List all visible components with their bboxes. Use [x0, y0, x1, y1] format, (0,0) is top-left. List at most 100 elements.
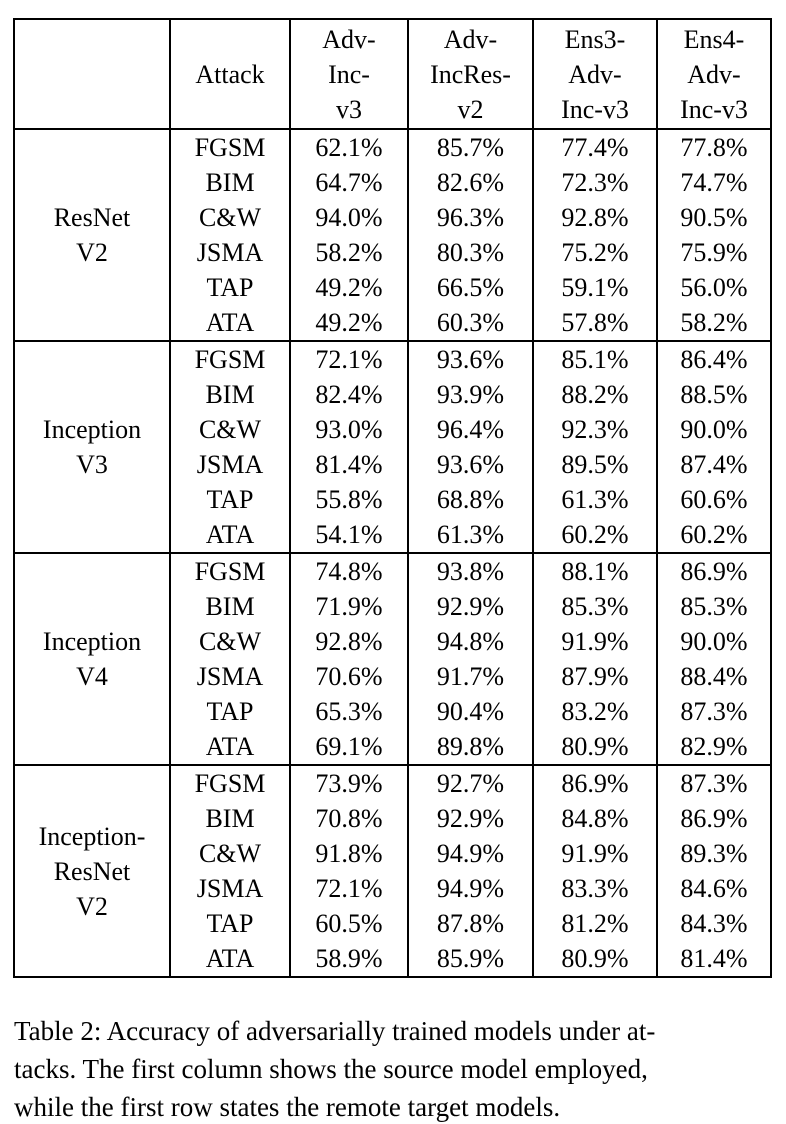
accuracy-value: 92.8%: [289, 624, 408, 659]
accuracy-value: 86.9%: [656, 801, 771, 836]
table-row: C&W 92.8% 94.8% 91.9% 90.0%: [14, 624, 771, 659]
accuracy-value: 62.1%: [289, 129, 408, 165]
accuracy-value: 84.6%: [656, 871, 771, 906]
accuracy-value: 87.3%: [656, 764, 771, 801]
accuracy-value: 87.8%: [407, 906, 533, 941]
attack-label: TAP: [169, 482, 290, 517]
attack-label: FGSM: [169, 340, 290, 377]
attack-label: ATA: [169, 517, 290, 553]
accuracy-value: 89.3%: [656, 836, 771, 871]
attack-label: JSMA: [169, 447, 290, 482]
accuracy-value: 90.0%: [656, 412, 771, 447]
accuracy-value: 96.4%: [407, 412, 533, 447]
accuracy-value: 54.1%: [289, 517, 408, 553]
corner-cell: [14, 19, 170, 130]
accuracy-value: 86.9%: [532, 764, 657, 801]
table-row: C&W 94.0% 96.3% 92.8% 90.5%: [14, 200, 771, 235]
attack-label: BIM: [169, 377, 290, 412]
table-row: BIM 70.8% 92.9% 84.8% 86.9%: [14, 801, 771, 836]
accuracy-value: 81.2%: [532, 906, 657, 941]
accuracy-value: 85.3%: [656, 589, 771, 624]
accuracy-value: 88.4%: [656, 659, 771, 694]
accuracy-value: 96.3%: [407, 200, 533, 235]
accuracy-value: 92.8%: [532, 200, 657, 235]
attack-label: FGSM: [169, 129, 290, 165]
table-row: ATA 49.2% 60.3% 57.8% 58.2%: [14, 305, 771, 341]
attack-label: C&W: [169, 624, 290, 659]
table-row: C&W 91.8% 94.9% 91.9% 89.3%: [14, 836, 771, 871]
attack-label: BIM: [169, 589, 290, 624]
accuracy-value: 92.9%: [407, 589, 533, 624]
accuracy-value: 93.8%: [407, 552, 533, 589]
accuracy-value: 93.0%: [289, 412, 408, 447]
attack-label: C&W: [169, 412, 290, 447]
table-row: BIM 64.7% 82.6% 72.3% 74.7%: [14, 165, 771, 200]
attack-label: JSMA: [169, 871, 290, 906]
accuracy-value: 60.2%: [532, 517, 657, 553]
source-model-label: Inception V3: [14, 340, 170, 553]
accuracy-value: 94.8%: [407, 624, 533, 659]
accuracy-value: 84.3%: [656, 906, 771, 941]
accuracy-value: 60.2%: [656, 517, 771, 553]
attack-label: FGSM: [169, 764, 290, 801]
attack-label: C&W: [169, 200, 290, 235]
accuracy-value: 93.6%: [407, 447, 533, 482]
table-row: BIM 82.4% 93.9% 88.2% 88.5%: [14, 377, 771, 412]
caption-line: while the first row states the remote ta…: [14, 1092, 561, 1122]
table-row: Inception- ResNet V2 FGSM 73.9% 92.7% 86.9% 8…: [14, 764, 771, 977]
attack-label: BIM: [169, 165, 290, 200]
accuracy-value: 85.9%: [407, 941, 533, 977]
accuracy-value: 93.6%: [407, 340, 533, 377]
accuracy-value: 94.9%: [407, 836, 533, 871]
results-table-body: ResNet V2 FGSM 62.1% 85.7% 77.4% 77.8% BIM 64.7…: [14, 129, 771, 977]
accuracy-value: 88.5%: [656, 377, 771, 412]
accuracy-value: 86.4%: [656, 340, 771, 377]
accuracy-value: 89.5%: [532, 447, 657, 482]
accuracy-value: 73.9%: [289, 764, 408, 801]
attack-label: ATA: [169, 729, 290, 765]
accuracy-value: 58.2%: [656, 305, 771, 341]
accuracy-value: 83.2%: [532, 694, 657, 729]
accuracy-value: 61.3%: [532, 482, 657, 517]
attack-column-header: Attack: [169, 19, 290, 130]
caption-line: Table 2: Accuracy of adversarially train…: [14, 1016, 656, 1046]
accuracy-value: 86.9%: [656, 552, 771, 589]
table-row: TAP 55.8% 68.8% 61.3% 60.6%: [14, 482, 771, 517]
accuracy-value: 81.4%: [656, 941, 771, 977]
target-header-adv-incres-v2: Adv- IncRes- v2: [407, 19, 533, 130]
accuracy-value: 90.4%: [407, 694, 533, 729]
accuracy-value: 58.2%: [289, 235, 408, 270]
attack-label: TAP: [169, 270, 290, 305]
caption-line: tacks. The first column shows the source…: [14, 1054, 648, 1084]
table-row: ATA 58.9% 85.9% 80.9% 81.4%: [14, 941, 771, 977]
accuracy-value: 70.8%: [289, 801, 408, 836]
accuracy-value: 89.8%: [407, 729, 533, 765]
accuracy-value: 77.4%: [532, 129, 657, 165]
accuracy-value: 91.9%: [532, 624, 657, 659]
accuracy-value: 91.8%: [289, 836, 408, 871]
table-row: ATA 54.1% 61.3% 60.2% 60.2%: [14, 517, 771, 553]
accuracy-value: 77.8%: [656, 129, 771, 165]
accuracy-value: 60.6%: [656, 482, 771, 517]
accuracy-value: 74.7%: [656, 165, 771, 200]
table-row: Inception V4 FGSM 74.8% 93.8% 88.1% 86.9%: [14, 552, 771, 765]
table-row: BIM 71.9% 92.9% 85.3% 85.3%: [14, 589, 771, 624]
attack-label: TAP: [169, 694, 290, 729]
table-row: JSMA 70.6% 91.7% 87.9% 88.4%: [14, 659, 771, 694]
accuracy-value: 92.3%: [532, 412, 657, 447]
accuracy-value: 91.9%: [532, 836, 657, 871]
accuracy-value: 85.3%: [532, 589, 657, 624]
accuracy-value: 81.4%: [289, 447, 408, 482]
target-header-ens3-adv-inc-v3: Ens3- Adv- Inc-v3: [532, 19, 657, 130]
accuracy-value: 88.1%: [532, 552, 657, 589]
attack-label: TAP: [169, 906, 290, 941]
attack-label: FGSM: [169, 552, 290, 589]
source-model-label: Inception- ResNet V2: [14, 764, 170, 977]
accuracy-value: 60.5%: [289, 906, 408, 941]
accuracy-value: 68.8%: [407, 482, 533, 517]
table-row: ResNet V2 FGSM 62.1% 85.7% 77.4% 77.8%: [14, 129, 771, 267]
accuracy-value: 58.9%: [289, 941, 408, 977]
table-row: JSMA 72.1% 94.9% 83.3% 84.6%: [14, 871, 771, 906]
accuracy-value: 66.5%: [407, 270, 533, 305]
attack-label: JSMA: [169, 235, 290, 270]
